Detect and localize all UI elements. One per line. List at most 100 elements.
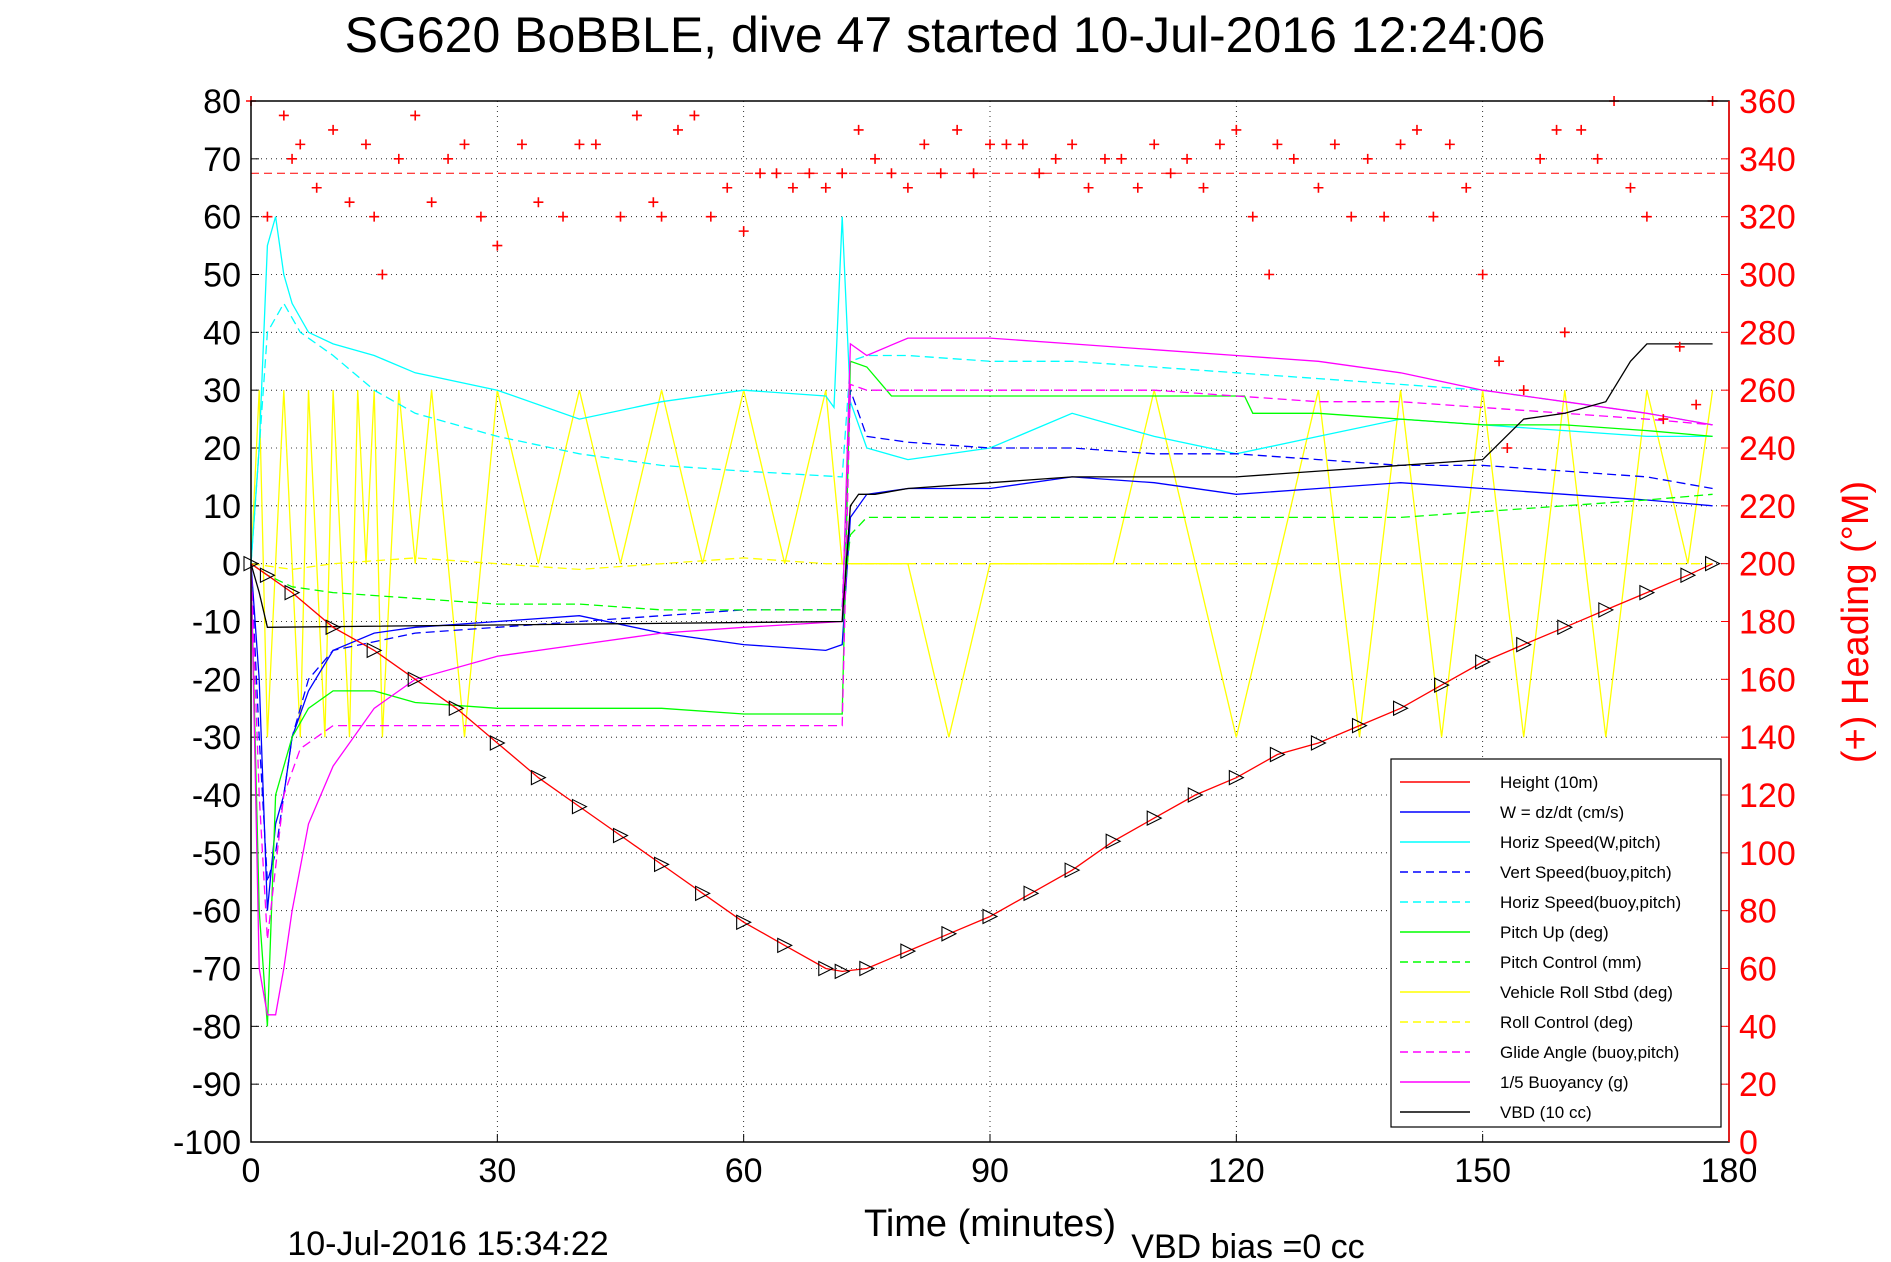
- legend-entry: Horiz Speed(W,pitch): [1400, 833, 1661, 852]
- heading-point: [1149, 139, 1160, 150]
- legend-label: Glide Angle (buoy,pitch): [1500, 1043, 1679, 1062]
- heading-point: [1502, 443, 1513, 453]
- series-pitch-up-deg-: [250, 360, 1713, 1027]
- height-marker: [1557, 619, 1574, 636]
- heading-point: [738, 226, 749, 237]
- y-tick-label: 80: [203, 83, 241, 121]
- height-marker: [1228, 769, 1245, 786]
- legend-entry: Pitch Up (deg): [1400, 923, 1609, 942]
- heading-point: [1247, 211, 1258, 222]
- heading-point: [1395, 139, 1406, 150]
- heading-point: [1272, 139, 1283, 150]
- heading-point: [1559, 327, 1570, 338]
- height-marker: [695, 885, 711, 902]
- legend-entry: Vehicle Roll Stbd (deg): [1400, 983, 1673, 1002]
- x-tick-label: 30: [478, 1152, 516, 1190]
- heading-point: [516, 139, 527, 150]
- height-marker: [777, 937, 793, 954]
- legend-entry: W = dz/dt (cm/s): [1400, 803, 1624, 822]
- heading-point: [837, 168, 848, 179]
- series-w-dz-dt-cm-s-: [250, 476, 1713, 911]
- heading-point: [689, 110, 700, 121]
- x-tick-label: 120: [1208, 1152, 1265, 1190]
- heading-point: [533, 197, 544, 208]
- heading-point: [870, 153, 881, 164]
- series-roll-control-deg-: [250, 557, 1713, 571]
- y-right-tick-label: 320: [1739, 199, 1796, 237]
- heading-point: [919, 139, 930, 150]
- series-heading: [246, 96, 1718, 453]
- y-right-tick-label: 220: [1739, 488, 1796, 526]
- height-marker: [571, 798, 588, 815]
- series-line: [250, 343, 1713, 628]
- heading-point: [344, 197, 355, 208]
- y-tick-label: -80: [192, 1008, 241, 1046]
- height-marker: [284, 584, 301, 601]
- height-marker: [1434, 677, 1450, 694]
- heading-point: [1461, 182, 1472, 193]
- series-line: [250, 476, 1713, 911]
- legend-label: Horiz Speed(buoy,pitch): [1500, 893, 1681, 912]
- heading-point: [1017, 139, 1028, 150]
- heading-point: [459, 139, 470, 150]
- legend-label: Vert Speed(buoy,pitch): [1500, 863, 1672, 882]
- heading-point: [1034, 168, 1045, 179]
- legend-entry: Roll Control (deg): [1400, 1013, 1633, 1032]
- legend-label: Height (10m): [1500, 773, 1598, 792]
- height-marker: [1680, 567, 1697, 584]
- y-tick-label: -20: [192, 661, 241, 699]
- y-tick-label: -100: [173, 1124, 241, 1162]
- height-marker: [982, 908, 999, 925]
- series-line: [250, 563, 1713, 973]
- legend-label: W = dz/dt (cm/s): [1500, 803, 1624, 822]
- series-line: [250, 302, 1713, 564]
- series-height-10m-: [243, 555, 1721, 980]
- heading-point: [1313, 182, 1324, 193]
- heading-point: [935, 168, 946, 179]
- heading-point: [656, 211, 667, 222]
- heading-point: [722, 182, 733, 193]
- height-marker: [1105, 833, 1122, 850]
- footer-vbd-bias: VBD bias =0 cc: [1131, 1228, 1364, 1262]
- height-marker: [834, 963, 851, 980]
- height-marker: [1269, 746, 1286, 763]
- heading-point: [1641, 211, 1652, 222]
- heading-point: [1083, 182, 1094, 193]
- y-tick-label: -50: [192, 835, 241, 873]
- heading-point: [968, 168, 979, 179]
- height-marker: [1393, 700, 1409, 717]
- legend-label: 1/5 Buoyancy (g): [1500, 1073, 1629, 1092]
- heading-point: [1132, 182, 1143, 193]
- height-marker: [448, 700, 465, 717]
- heading-point: [278, 110, 289, 121]
- y-tick-label: 10: [203, 488, 241, 526]
- footer-timestamp: 10-Jul-2016 15:34:22: [287, 1225, 608, 1262]
- heading-point: [902, 182, 913, 193]
- heading-point: [1428, 211, 1439, 222]
- heading-point: [1346, 211, 1357, 222]
- heading-point: [574, 139, 585, 150]
- heading-point: [1625, 182, 1636, 193]
- legend-entry: Pitch Control (mm): [1400, 953, 1642, 972]
- x-tick-label: 180: [1701, 1152, 1758, 1190]
- heading-point: [1001, 139, 1012, 150]
- heading-point: [262, 211, 273, 222]
- series-pitch-control-mm-: [250, 493, 1713, 611]
- height-marker: [1351, 717, 1368, 734]
- heading-point: [787, 182, 798, 193]
- y-right-tick-label: 80: [1739, 893, 1777, 931]
- height-marker: [1705, 555, 1721, 572]
- heading-point: [1214, 139, 1225, 150]
- heading-point: [393, 153, 404, 164]
- y-tick-label: 30: [203, 372, 241, 410]
- heading-point: [328, 124, 339, 135]
- heading-point: [672, 124, 683, 135]
- heading-point: [886, 168, 897, 179]
- height-marker: [900, 943, 917, 960]
- y-right-tick-label: 0: [1739, 1124, 1758, 1162]
- height-marker: [1516, 636, 1532, 653]
- y-right-tick-label: 300: [1739, 257, 1796, 295]
- x-tick-labels: 0 30 60 90 120 150 180: [242, 1152, 1758, 1190]
- heading-point: [410, 110, 421, 121]
- legend-entry: 1/5 Buoyancy (g): [1400, 1073, 1629, 1092]
